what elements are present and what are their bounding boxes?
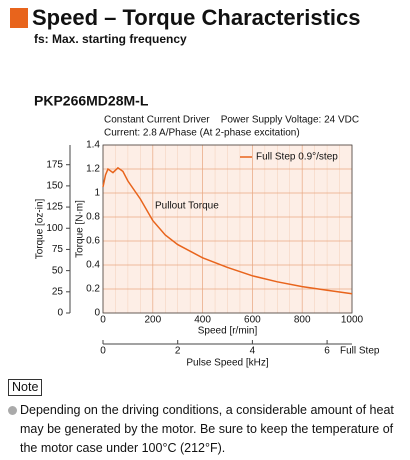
x-tick-label: 400 bbox=[194, 315, 211, 326]
x-tick-label: 800 bbox=[294, 315, 311, 326]
plot-frame bbox=[102, 144, 353, 314]
y-tick-label: 0.2 bbox=[86, 284, 100, 295]
x2-note: Full Step bbox=[340, 346, 380, 357]
x-tick-label: 1000 bbox=[341, 315, 364, 326]
note-title: Note bbox=[8, 379, 43, 396]
model: PKP266MD28M-L bbox=[34, 93, 149, 109]
y-tick-label: 1.2 bbox=[86, 164, 100, 175]
y2-tick-label: 75 bbox=[52, 244, 64, 255]
y-tick-label: 1.4 bbox=[86, 140, 100, 151]
x2-tick-label: 6 bbox=[324, 346, 330, 357]
y2-tick-label: 50 bbox=[52, 265, 64, 276]
y-tick-label: 0.8 bbox=[86, 212, 100, 223]
annotation: Pullout Torque bbox=[155, 201, 219, 212]
y-tick-label: 1 bbox=[94, 188, 100, 199]
x2-tick-label: 4 bbox=[250, 346, 256, 357]
chart: Speed – Torque Characteristics fs: Max. … bbox=[10, 5, 380, 369]
y2-tick-label: 175 bbox=[46, 159, 63, 170]
y2-tick-label: 25 bbox=[52, 286, 64, 297]
legend-label: Full Step 0.9°/step bbox=[256, 152, 338, 163]
condition: Current: 2.8 A/Phase (At 2-phase excitat… bbox=[104, 128, 300, 139]
x-tick-label: 200 bbox=[144, 315, 161, 326]
x-tick-label: 600 bbox=[244, 315, 261, 326]
heading-marker bbox=[10, 8, 28, 28]
y2-axis-label: Torque [oz-in] bbox=[35, 198, 46, 259]
x2-tick-label: 0 bbox=[100, 346, 106, 357]
heading: Speed – Torque Characteristics bbox=[32, 5, 361, 30]
note-text: Depending on the driving conditions, a c… bbox=[8, 401, 404, 458]
y2-tick-label: 0 bbox=[57, 308, 63, 319]
series-line bbox=[102, 166, 353, 295]
y-axis-label: Torque [N·m] bbox=[75, 200, 86, 258]
y-tick-label: 0 bbox=[94, 308, 100, 319]
y2-tick-label: 125 bbox=[46, 202, 63, 213]
x2-axis-label: Pulse Speed [kHz] bbox=[186, 358, 268, 369]
x-tick-label: 0 bbox=[100, 315, 106, 326]
x2-tick-label: 2 bbox=[175, 346, 181, 357]
y2-tick-label: 150 bbox=[46, 181, 63, 192]
y-tick-label: 0.4 bbox=[86, 260, 100, 271]
subheading: fs: Max. starting frequency bbox=[34, 32, 187, 46]
y2-tick-label: 100 bbox=[46, 223, 63, 234]
condition: Constant Current Driver Power Supply Vol… bbox=[104, 115, 359, 126]
x-axis-label: Speed [r/min] bbox=[198, 326, 258, 337]
note: Note Depending on the driving conditions… bbox=[8, 378, 404, 458]
y-tick-label: 0.6 bbox=[86, 236, 100, 247]
